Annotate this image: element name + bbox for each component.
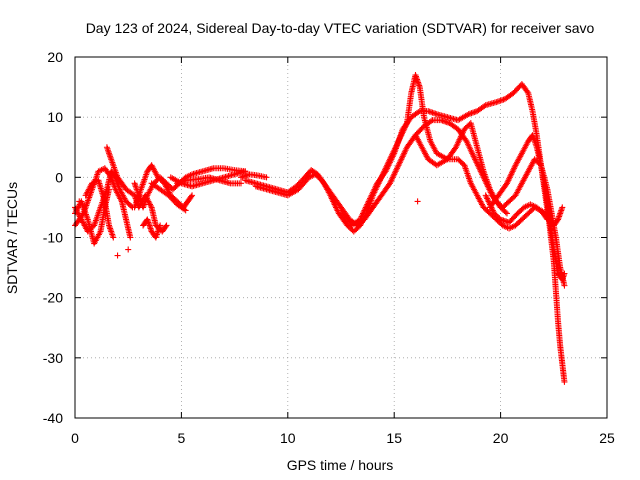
data-point xyxy=(237,180,244,187)
data-point xyxy=(559,204,566,211)
series-track-a xyxy=(72,165,134,241)
x-tick-label: 0 xyxy=(71,430,79,446)
series-track-d xyxy=(72,186,113,247)
series-outliers xyxy=(76,198,421,259)
data-point xyxy=(414,198,421,205)
data-point xyxy=(114,252,121,259)
data-point xyxy=(189,192,196,199)
y-tick-label: -20 xyxy=(43,290,63,306)
data-point xyxy=(481,103,488,110)
series-track-j xyxy=(174,174,244,187)
series-track-c xyxy=(82,177,117,241)
chart-title: Day 123 of 2024, Sidereal Day-to-day VTE… xyxy=(86,20,595,36)
data-point xyxy=(561,270,568,277)
y-tick-label: 20 xyxy=(47,49,63,65)
data-point xyxy=(163,222,170,229)
tick-labels: 0 5 10 15 20 25 -40 -30 -20 -10 0 10 20 xyxy=(43,49,615,446)
data-point xyxy=(415,109,422,116)
x-tick-label: 25 xyxy=(599,430,615,446)
data-point xyxy=(502,209,509,216)
data-point xyxy=(263,174,270,181)
grid xyxy=(75,57,607,418)
data-point xyxy=(157,222,164,229)
data-point xyxy=(561,378,568,385)
x-tick-label: 5 xyxy=(178,430,186,446)
data-point xyxy=(125,246,132,253)
data-point xyxy=(188,193,195,200)
y-axis-title: SDTVAR / TECUs xyxy=(4,182,20,294)
data-markers xyxy=(72,72,568,385)
data-point xyxy=(544,216,551,223)
plot-frame xyxy=(74,56,608,419)
data-point xyxy=(428,118,435,125)
data-point xyxy=(524,88,531,95)
data-point xyxy=(76,198,83,205)
y-tick-label: 10 xyxy=(47,109,63,125)
series-track-k xyxy=(237,171,270,181)
data-point xyxy=(110,234,117,241)
data-point xyxy=(106,186,113,193)
series-track-l xyxy=(148,180,189,214)
data-point xyxy=(503,210,510,217)
data-point xyxy=(182,207,189,214)
y-tick-label: -40 xyxy=(43,410,63,426)
data-point xyxy=(127,234,134,241)
x-tick-label: 10 xyxy=(280,430,296,446)
data-point xyxy=(561,282,568,289)
y-tick-label: 0 xyxy=(55,169,63,185)
series-track-g xyxy=(140,216,164,241)
data-point xyxy=(181,206,188,213)
x-tick-label: 20 xyxy=(493,430,509,446)
data-point xyxy=(543,215,550,222)
x-axis-title: GPS time / hours xyxy=(287,457,394,473)
data-point xyxy=(162,223,169,230)
axis-ticks xyxy=(74,56,608,419)
y-tick-label: -30 xyxy=(43,350,63,366)
y-tick-label: -10 xyxy=(43,230,63,246)
x-tick-label: 15 xyxy=(386,430,402,446)
series-track-r xyxy=(482,192,551,226)
